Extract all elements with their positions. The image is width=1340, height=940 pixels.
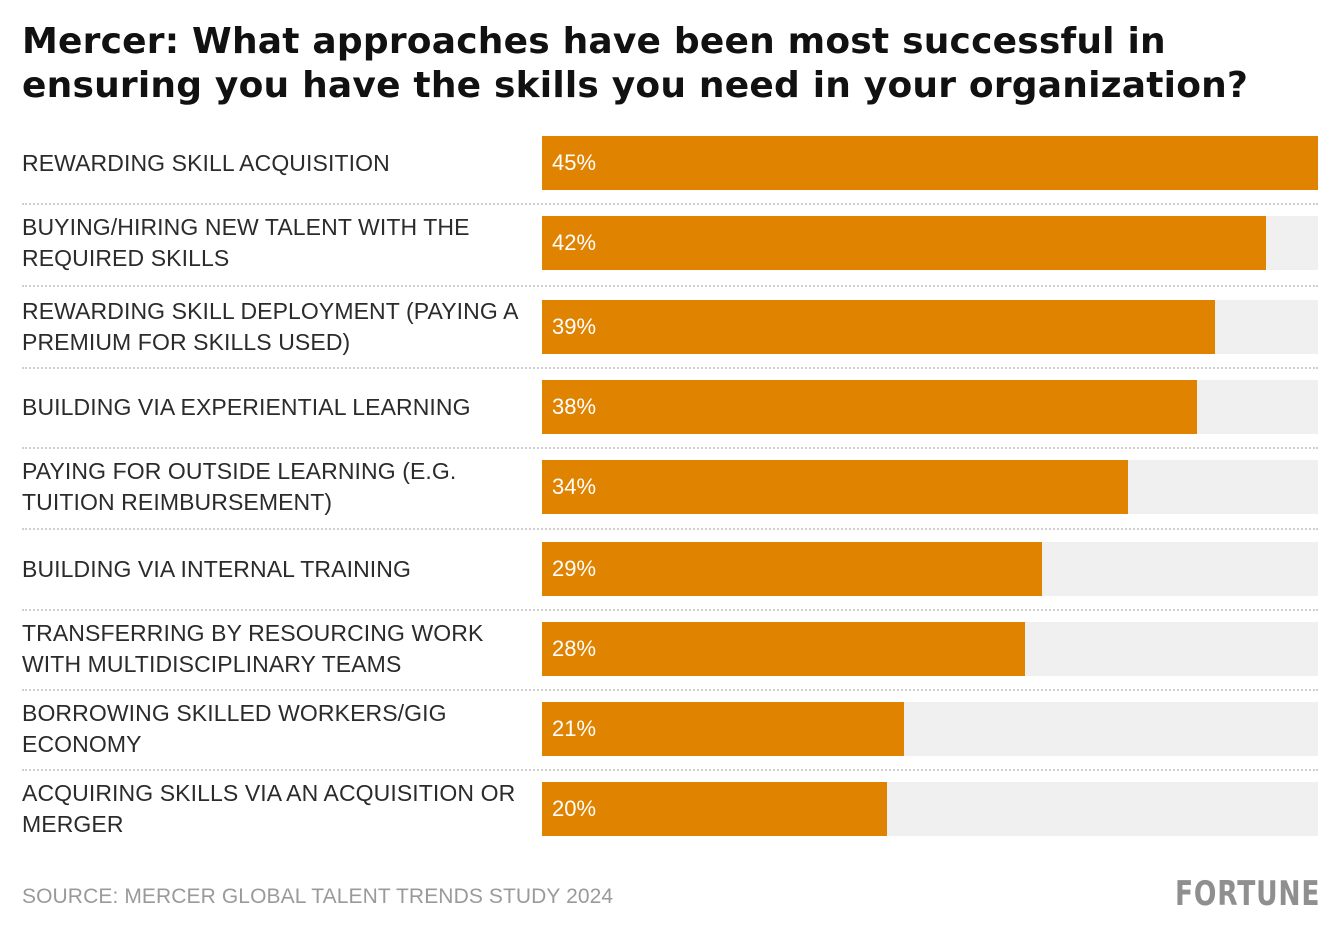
- category-label: BORROWING SKILLED WORKERS/GIG ECONOMY: [22, 700, 447, 757]
- bar-row: BUYING/HIRING NEW TALENT WITH THE REQUIR…: [22, 214, 1318, 271]
- category-label: REWARDING SKILL ACQUISITION: [22, 150, 390, 176]
- category-label: BUYING/HIRING NEW TALENT WITH THE REQUIR…: [22, 214, 470, 271]
- data-label: 42%: [552, 230, 597, 255]
- bar: 28%: [542, 622, 1025, 676]
- bar-track: 39%: [542, 300, 1318, 354]
- bar-row: REWARDING SKILL ACQUISITION 45%: [22, 136, 1318, 190]
- bar: 34%: [542, 460, 1128, 514]
- row-divider: [22, 447, 1318, 449]
- bar-track: 20%: [542, 782, 1318, 836]
- data-label: 28%: [552, 636, 597, 661]
- bar: 21%: [542, 702, 904, 756]
- row-divider: [22, 609, 1318, 611]
- bar: 29%: [542, 542, 1042, 596]
- bar-row: BUILDING VIA EXPERIENTIAL LEARNING 38%: [22, 380, 1318, 434]
- row-divider: [22, 769, 1318, 771]
- row-divider: [22, 203, 1318, 205]
- bar-row: BUILDING VIA INTERNAL TRAINING 29%: [22, 542, 1318, 596]
- row-divider: [22, 285, 1318, 287]
- chart-title: Mercer: What approaches have been most s…: [22, 21, 1249, 106]
- row-divider: [22, 367, 1318, 369]
- data-label: 34%: [552, 474, 597, 499]
- data-label: 29%: [552, 556, 597, 581]
- category-label: REWARDING SKILL DEPLOYMENT (PAYING A PRE…: [22, 298, 518, 355]
- bar-row: BORROWING SKILLED WORKERS/GIG ECONOMY 21%: [22, 700, 1318, 757]
- data-label: 38%: [552, 394, 597, 419]
- bar-row: ACQUIRING SKILLS VIA AN ACQUISITION OR M…: [22, 780, 1318, 837]
- category-label: TRANSFERRING BY RESOURCING WORK WITH MUL…: [22, 620, 484, 677]
- category-label: BUILDING VIA INTERNAL TRAINING: [22, 556, 411, 582]
- data-label: 39%: [552, 314, 597, 339]
- source-note: SOURCE: MERCER GLOBAL TALENT TRENDS STUD…: [22, 885, 614, 908]
- data-label: 20%: [552, 796, 597, 821]
- bar: 20%: [542, 782, 887, 836]
- category-label: PAYING FOR OUTSIDE LEARNING (E.G. TUITIO…: [22, 458, 457, 515]
- category-label: BUILDING VIA EXPERIENTIAL LEARNING: [22, 394, 471, 420]
- bar-track: 34%: [542, 460, 1318, 514]
- fortune-logo: FORTUNE: [1174, 874, 1320, 914]
- row-divider: [22, 528, 1318, 530]
- bar-row: PAYING FOR OUTSIDE LEARNING (E.G. TUITIO…: [22, 458, 1318, 515]
- bar-row: REWARDING SKILL DEPLOYMENT (PAYING A PRE…: [22, 298, 1318, 355]
- bar-row: TRANSFERRING BY RESOURCING WORK WITH MUL…: [22, 620, 1318, 677]
- bar-track: 45%: [542, 136, 1318, 190]
- bar-track: 28%: [542, 622, 1318, 676]
- row-divider: [22, 689, 1318, 691]
- category-label: ACQUIRING SKILLS VIA AN ACQUISITION OR M…: [22, 780, 516, 837]
- bar: 42%: [542, 216, 1266, 270]
- data-label: 21%: [552, 716, 597, 741]
- data-label: 45%: [552, 150, 597, 175]
- bar: 39%: [542, 300, 1215, 354]
- bar-track: 21%: [542, 702, 1318, 756]
- bar-track: 42%: [542, 216, 1318, 270]
- bar: 45%: [542, 136, 1318, 190]
- bar: 38%: [542, 380, 1197, 434]
- bar-track: 38%: [542, 380, 1318, 434]
- bar-track: 29%: [542, 542, 1318, 596]
